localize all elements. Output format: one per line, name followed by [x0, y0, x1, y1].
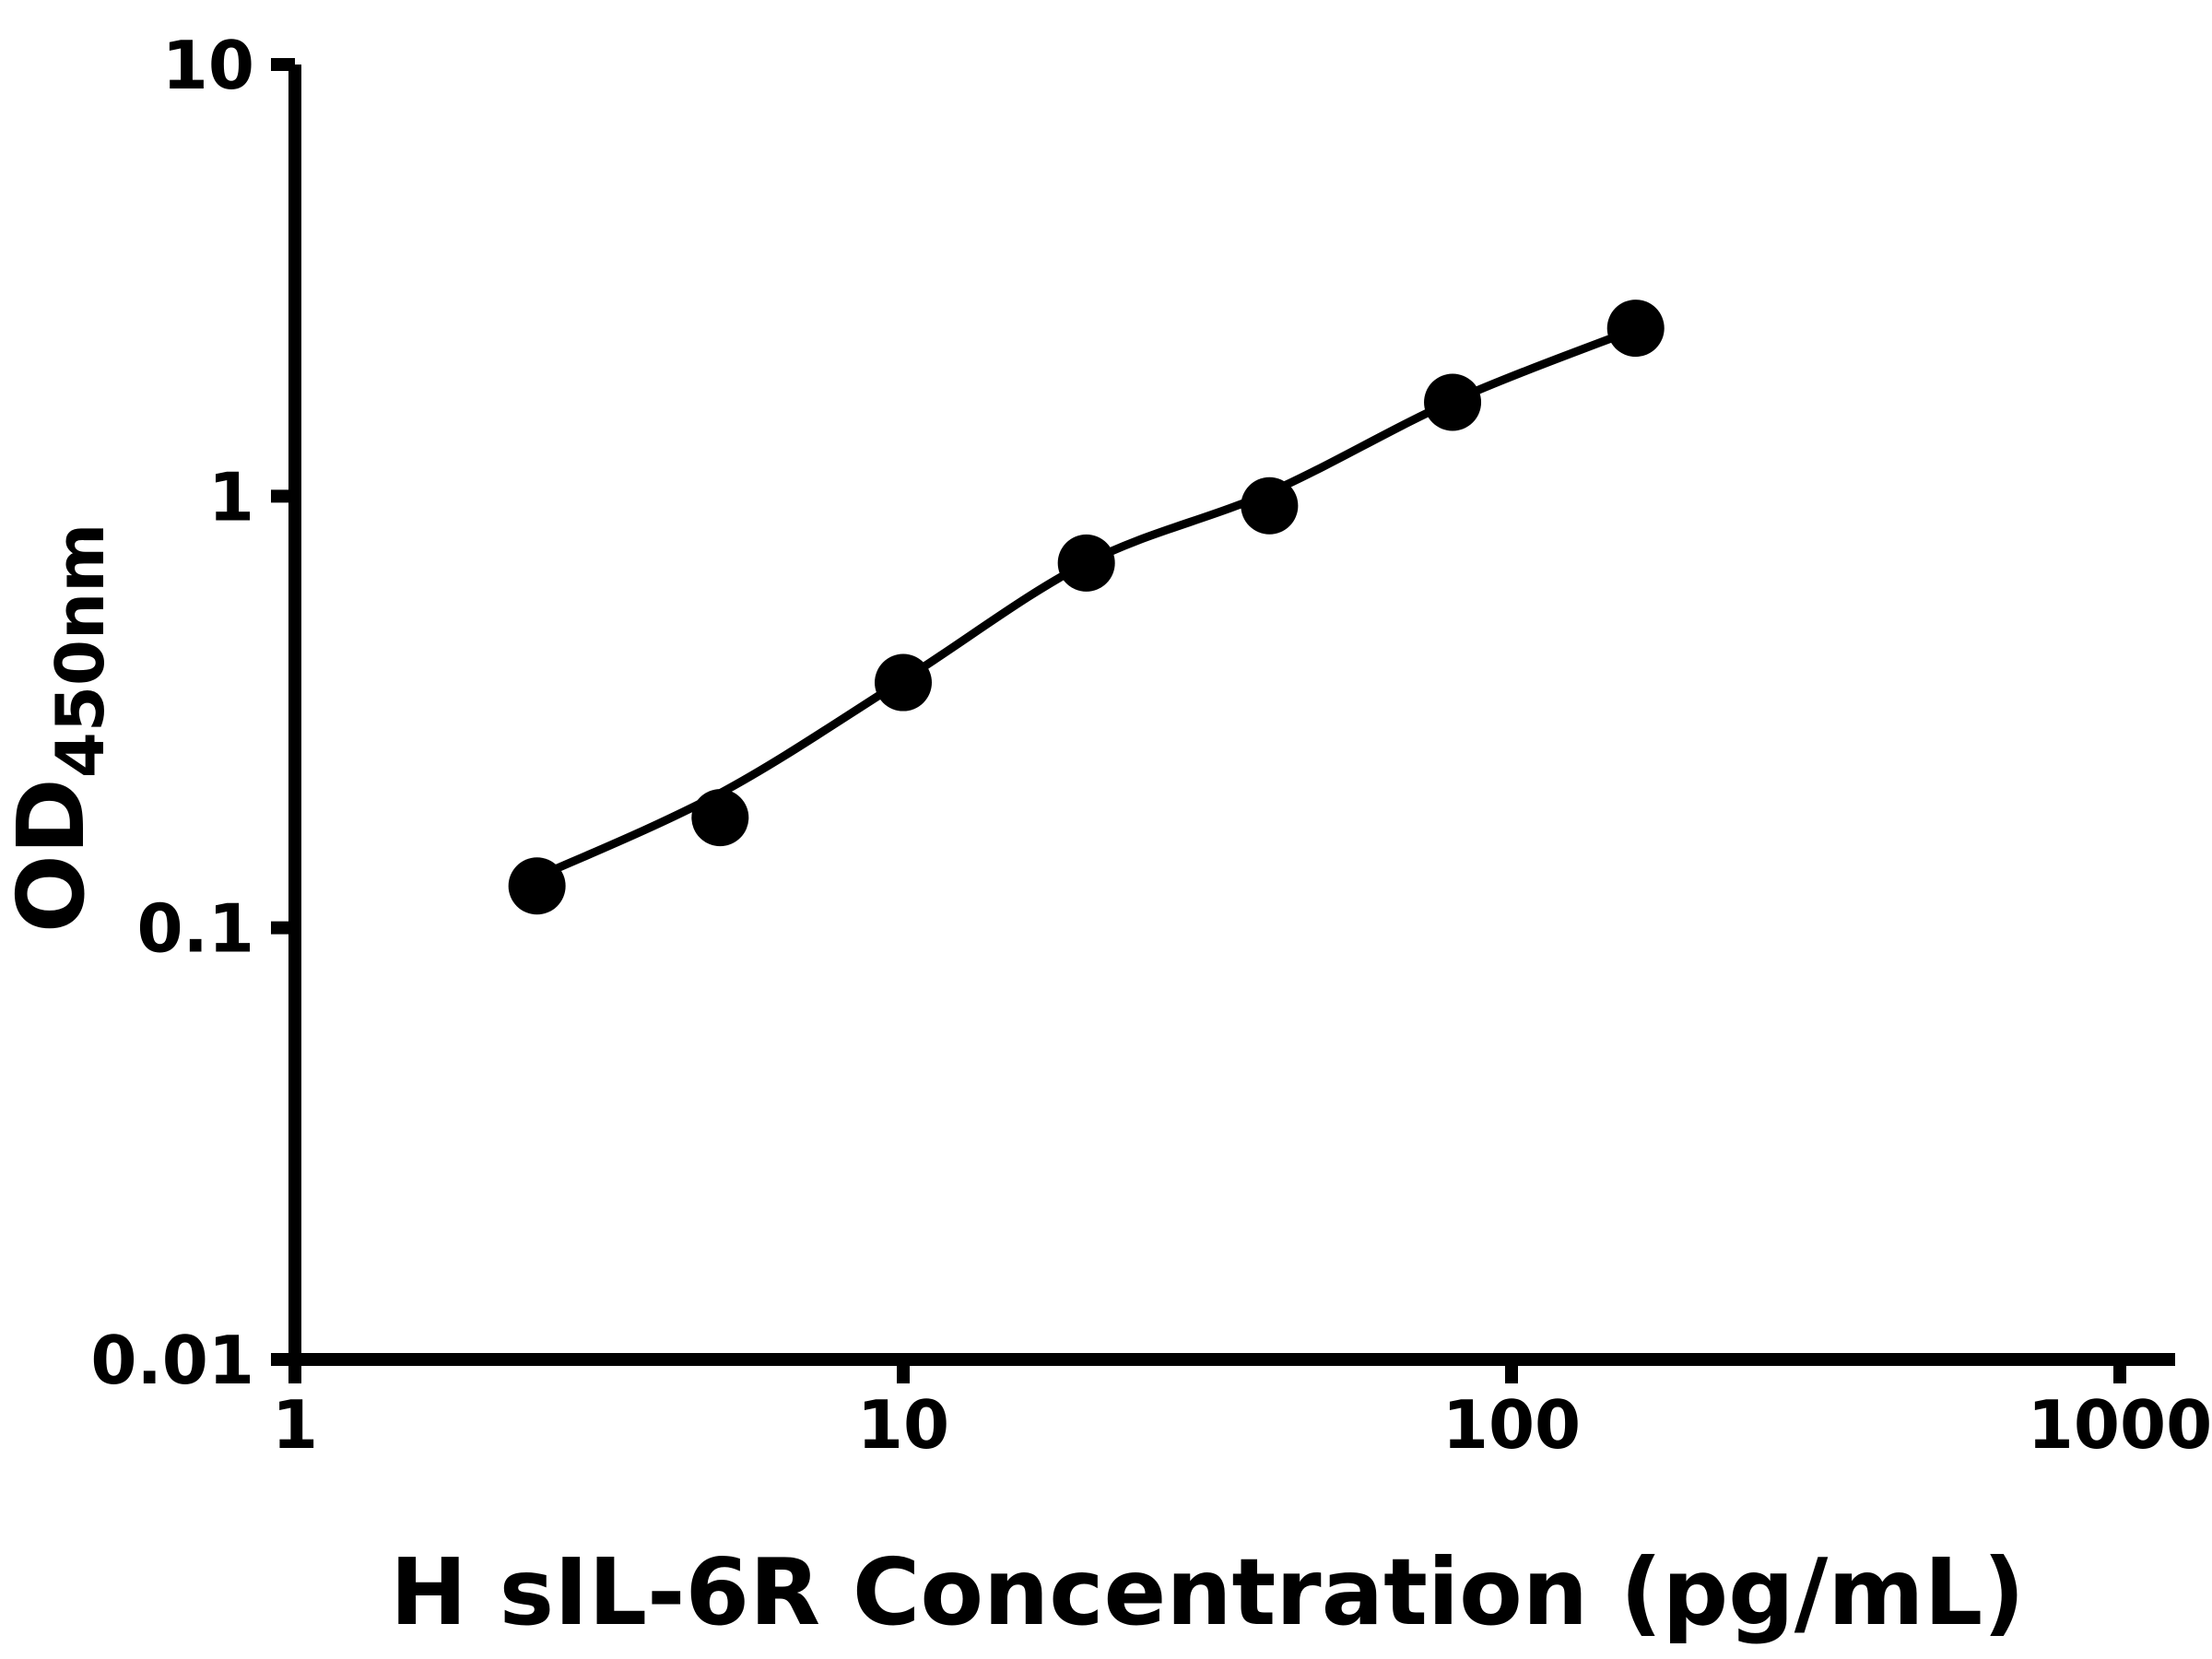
- data-point-marker: [875, 653, 932, 712]
- data-point-marker: [1241, 477, 1299, 535]
- data-point-marker: [691, 789, 749, 847]
- y-tick-label: 0.1: [136, 890, 254, 968]
- axes: 1 10 100 1000 0.01 0.1 1 10: [90, 27, 2212, 1464]
- y-tick-label: 10: [162, 27, 254, 104]
- y-axis-title-subscript: 450nm: [41, 524, 119, 779]
- y-tick-label: 0.01: [90, 1322, 254, 1399]
- data-point-marker: [1606, 300, 1665, 358]
- x-tick-label: 100: [1442, 1386, 1581, 1464]
- axis-line: [288, 65, 2175, 1366]
- x-tick-label: 10: [857, 1386, 949, 1464]
- x-tick-label: 1000: [2028, 1386, 2212, 1464]
- data-point-marker: [1057, 534, 1115, 592]
- x-tick-label: 1: [272, 1386, 318, 1464]
- y-axis-title: OD450nm: [0, 524, 119, 934]
- data-point-marker: [1424, 373, 1482, 431]
- y-axis-title-base: OD: [0, 778, 105, 933]
- x-axis-title: H sIL-6R Concentration (pg/mL): [390, 1538, 2025, 1646]
- y-tick-label: 1: [208, 458, 254, 535]
- data-series: [508, 300, 1665, 915]
- data-point-marker: [508, 857, 566, 915]
